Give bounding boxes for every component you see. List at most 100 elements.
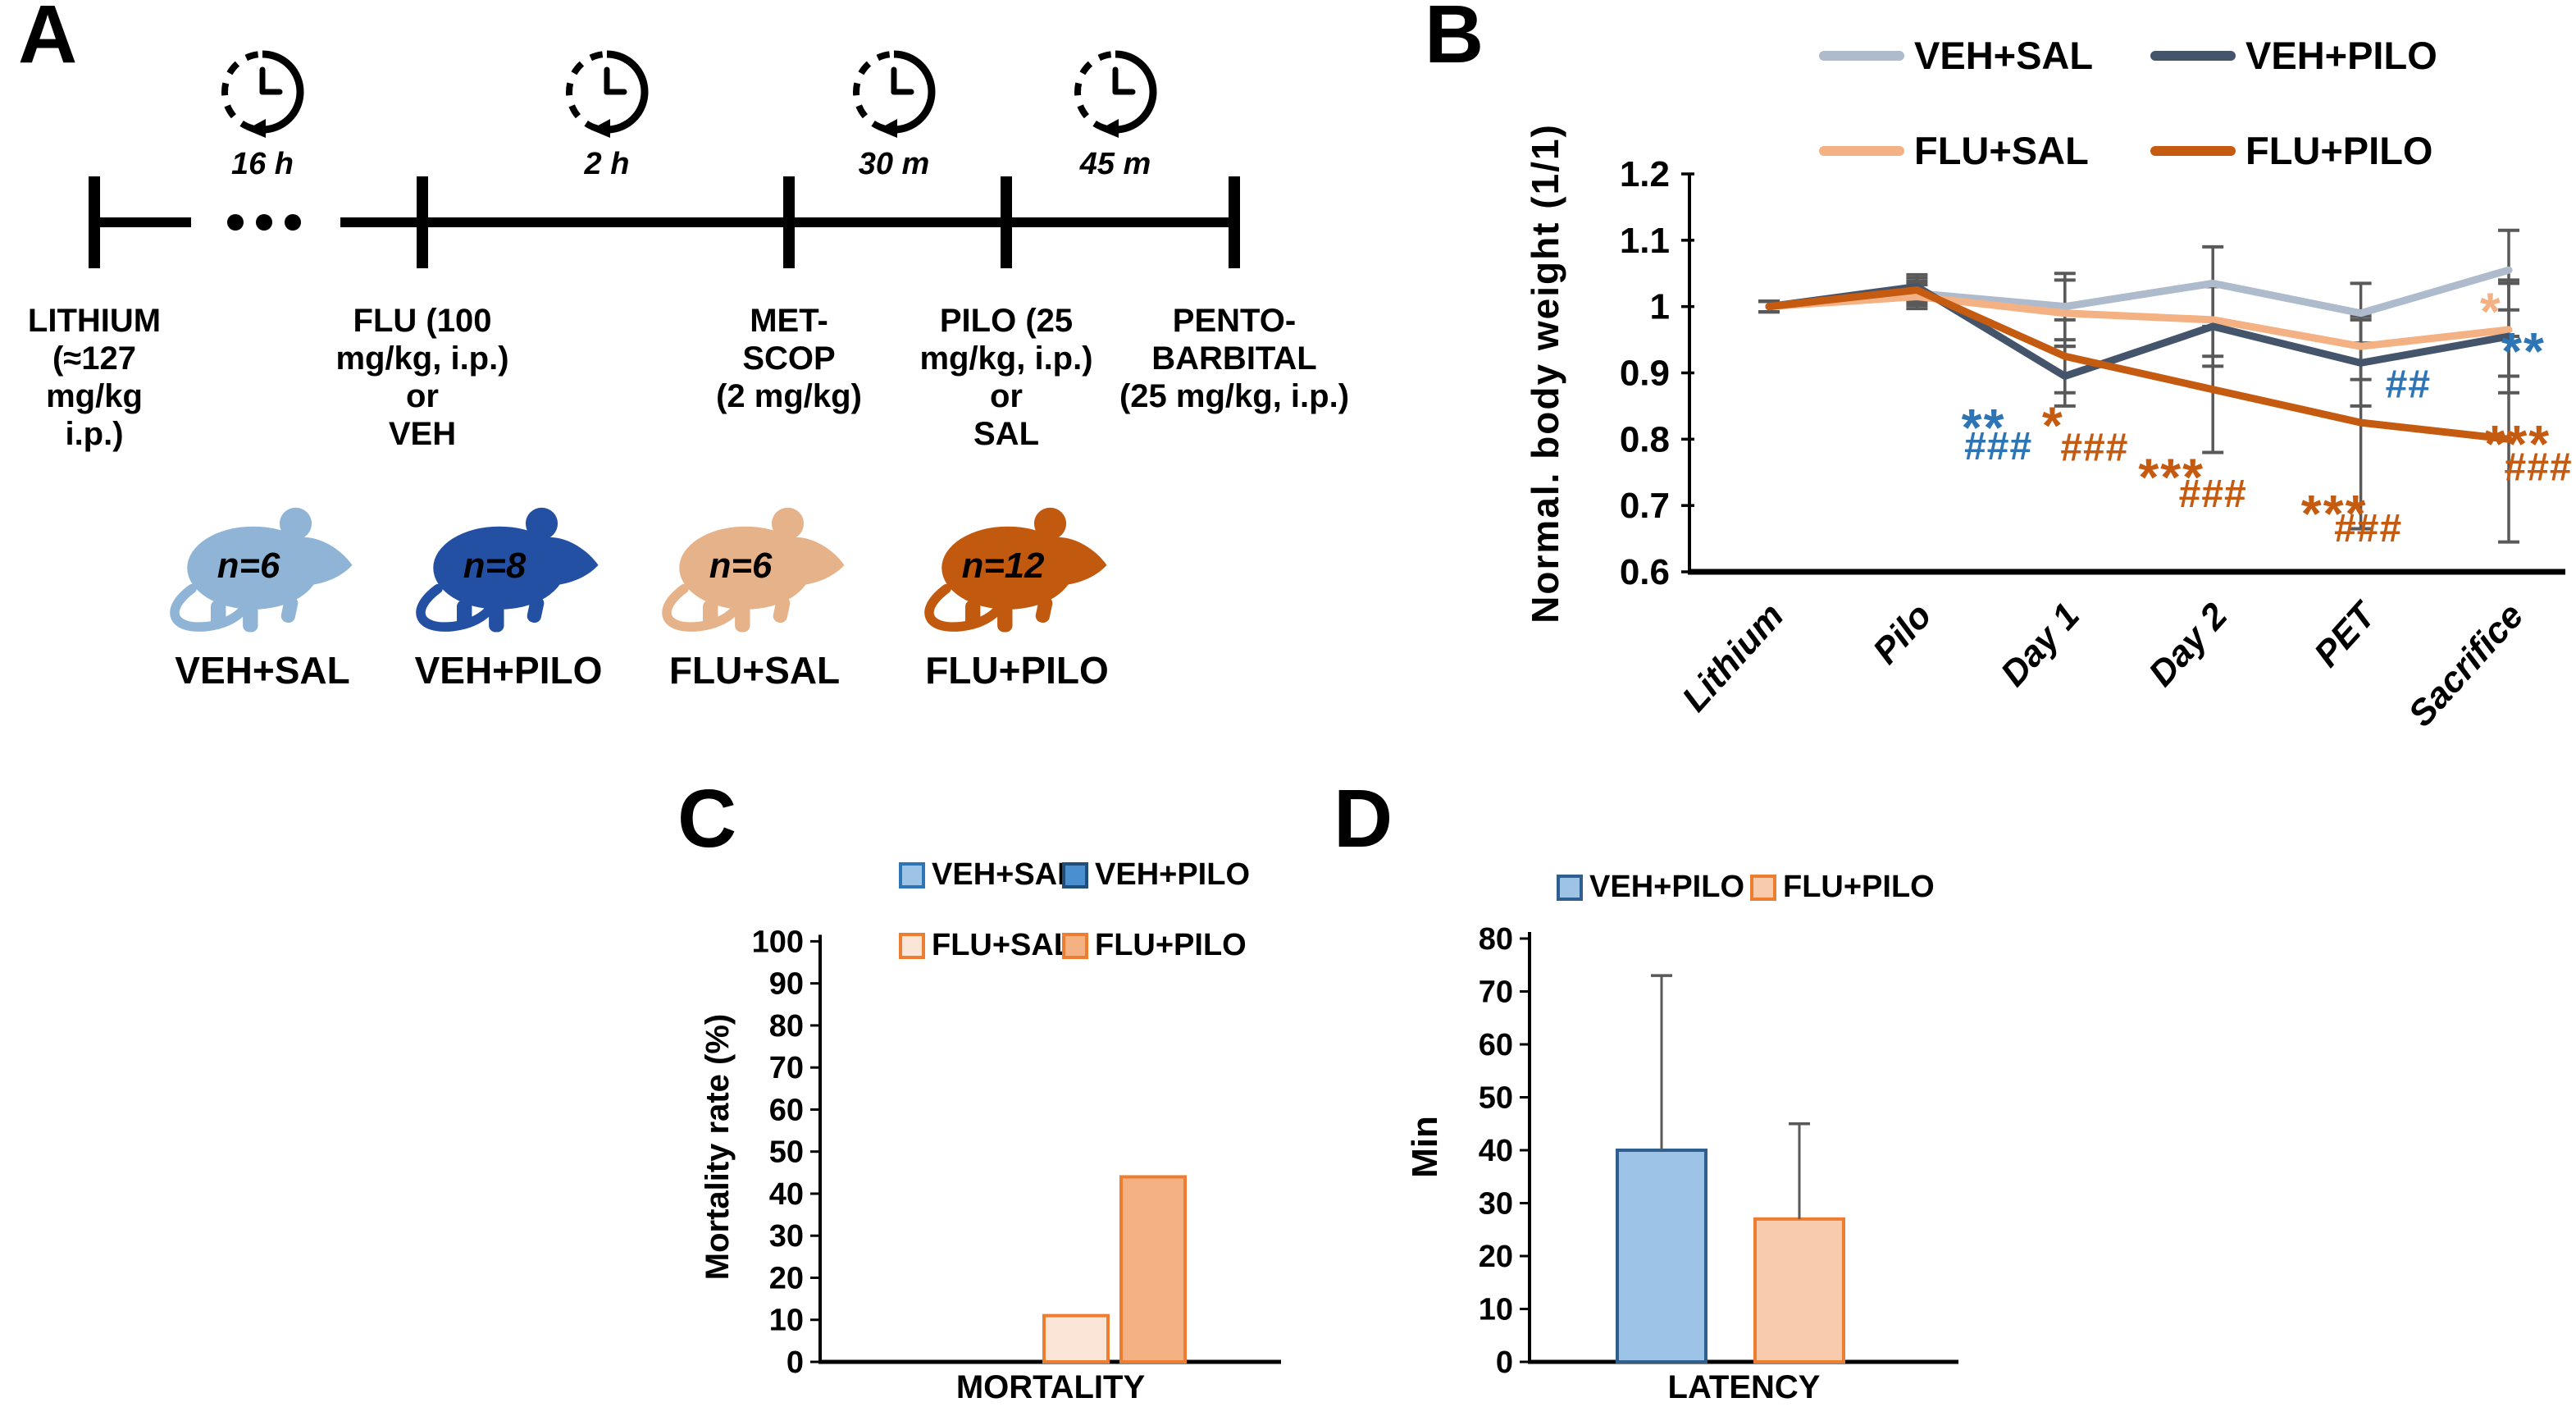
mouse-leg (489, 604, 504, 633)
clock-arrow-arc (893, 50, 936, 134)
b-significance-annotation: *** (2138, 448, 2204, 507)
mouse-n-label: n=12 (962, 546, 1045, 586)
group-name-label: FLU+PILO (925, 649, 1109, 692)
legend-item-veh-pilo: VEH+PILO (1557, 870, 1744, 905)
mouse-leg (703, 600, 718, 628)
mouse-leg (280, 596, 299, 624)
d-y-tick-label: 30 (1479, 1187, 1513, 1222)
b-significance-annotation: ### (1964, 425, 2032, 468)
mouse-head (295, 537, 353, 587)
timeline-tick (1001, 176, 1012, 268)
timeline-event-label: MET- SCOP (2 mg/kg) (716, 303, 862, 414)
b-x-tick-label: Sacrifice (2400, 596, 2531, 734)
legend-item-flu-sal: FLU+SAL (899, 928, 1073, 963)
timeline-event-label: LITHIUM (≈127 mg/kg i.p.) (27, 303, 162, 452)
c-y-tick-label: 70 (769, 1051, 804, 1085)
legend-square-swatch (1750, 874, 1776, 901)
timeline-tick (783, 176, 795, 268)
legend-item-veh-pilo: VEH+PILO (2150, 33, 2437, 78)
b-y-tick-label: 0.7 (1620, 486, 1670, 526)
legend-square-swatch (1557, 874, 1583, 901)
c-y-tick-label: 30 (769, 1219, 804, 1254)
b-significance-annotation: ** (2501, 322, 2546, 381)
legend-line-swatch (1819, 145, 1904, 156)
timeline-gap-dot (285, 214, 301, 231)
mouse-body (433, 526, 566, 610)
d-y-tick-label: 0 (1496, 1345, 1513, 1380)
legend-item-flu-pilo: FLU+PILO (1062, 928, 1247, 963)
b-x-tick-label: Day 2 (2141, 596, 2236, 694)
clock-time-label: 16 h (231, 147, 294, 181)
legend-label: VEH+PILO (1095, 857, 1250, 892)
mouse-ear (1033, 507, 1067, 540)
b-significance-annotation: ### (2334, 507, 2402, 550)
b-y-tick-label: 1.2 (1620, 154, 1670, 194)
clock-arrow-arc (1115, 50, 1157, 134)
d-x-axis-title: LATENCY (1668, 1369, 1821, 1405)
c-bar-flu-pilo (1119, 1175, 1187, 1364)
legend-square-swatch (899, 861, 925, 889)
clock-arrow-arc (262, 50, 304, 134)
c-y-tick-label: 40 (769, 1177, 804, 1212)
mouse-tail (170, 583, 253, 632)
panel-c-label: C (677, 773, 737, 865)
b-significance-annotation: * (2042, 396, 2064, 455)
d-bar-veh-pilo (1616, 1149, 1707, 1364)
legend-item-veh-sal: VEH+SAL (899, 857, 1076, 893)
mouse-body (941, 526, 1074, 610)
timeline-tick (417, 176, 428, 268)
group-name-label: FLU+SAL (668, 649, 841, 692)
legend-item-flu-pilo: FLU+PILO (1750, 870, 1935, 905)
legend-label: FLU+SAL (1914, 129, 2089, 172)
b-significance-annotation: *** (2484, 414, 2551, 473)
legend-label: VEH+SAL (932, 857, 1077, 892)
b-x-tick-label: Lithium (1675, 596, 1792, 719)
mouse-head (1050, 537, 1107, 587)
c-y-tick-label: 60 (769, 1093, 804, 1127)
legend-item-veh-pilo: VEH+PILO (1062, 857, 1250, 893)
c-y-tick-label: 10 (769, 1304, 804, 1338)
legend-item-flu-sal: FLU+SAL (1819, 128, 2089, 173)
mouse-icon: n=8 (416, 507, 599, 633)
mouse-body (679, 526, 812, 610)
mouse-leg (735, 604, 750, 633)
timeline-gap-dot (227, 214, 244, 231)
c-bar-flu-sal (1042, 1313, 1110, 1364)
panel-b-label: B (1425, 0, 1484, 80)
panel-a-label: A (18, 0, 78, 80)
clock-icon: 2 h (566, 50, 649, 181)
b-significance-annotation: ## (2386, 363, 2431, 407)
mouse-body (187, 526, 320, 610)
clock-icon: 30 m (853, 50, 936, 181)
mouse-n-label: n=6 (709, 546, 773, 586)
mouse-icon: n=6 (662, 507, 845, 633)
c-y-tick-label: 90 (769, 967, 804, 1002)
legend-item-veh-sal: VEH+SAL (1819, 33, 2093, 78)
mouse-leg (773, 596, 791, 624)
c-x-axis-title: MORTALITY (956, 1369, 1146, 1405)
mouse-leg (457, 600, 472, 628)
d-error-bar (1789, 1122, 1810, 1219)
timeline-tick (89, 176, 100, 268)
c-y-axis-title: Mortality rate (%) (700, 1014, 736, 1281)
legend-square-swatch (1062, 861, 1088, 889)
mouse-leg (965, 600, 981, 628)
b-significance-annotation: ** (1962, 398, 2006, 457)
mouse-head (541, 537, 599, 587)
mouse-leg (997, 604, 1013, 633)
group-name-label: VEH+PILO (414, 649, 603, 692)
panel-d-label: D (1334, 773, 1393, 865)
clock-arrow-arc (606, 50, 649, 134)
mouse-n-label: n=8 (463, 546, 527, 586)
b-y-tick-label: 0.6 (1620, 552, 1670, 592)
mouse-leg (527, 596, 545, 624)
clock-time-label: 45 m (1079, 147, 1151, 181)
legend-line-swatch (2150, 145, 2236, 156)
b-significance-annotation: * (2480, 282, 2502, 341)
legend-label: FLU+PILO (2245, 129, 2433, 172)
mouse-ear (525, 507, 559, 540)
timeline-event-label: PILO (25 mg/kg, i.p.) or SAL (919, 303, 1093, 452)
d-y-tick-label: 80 (1479, 922, 1513, 957)
